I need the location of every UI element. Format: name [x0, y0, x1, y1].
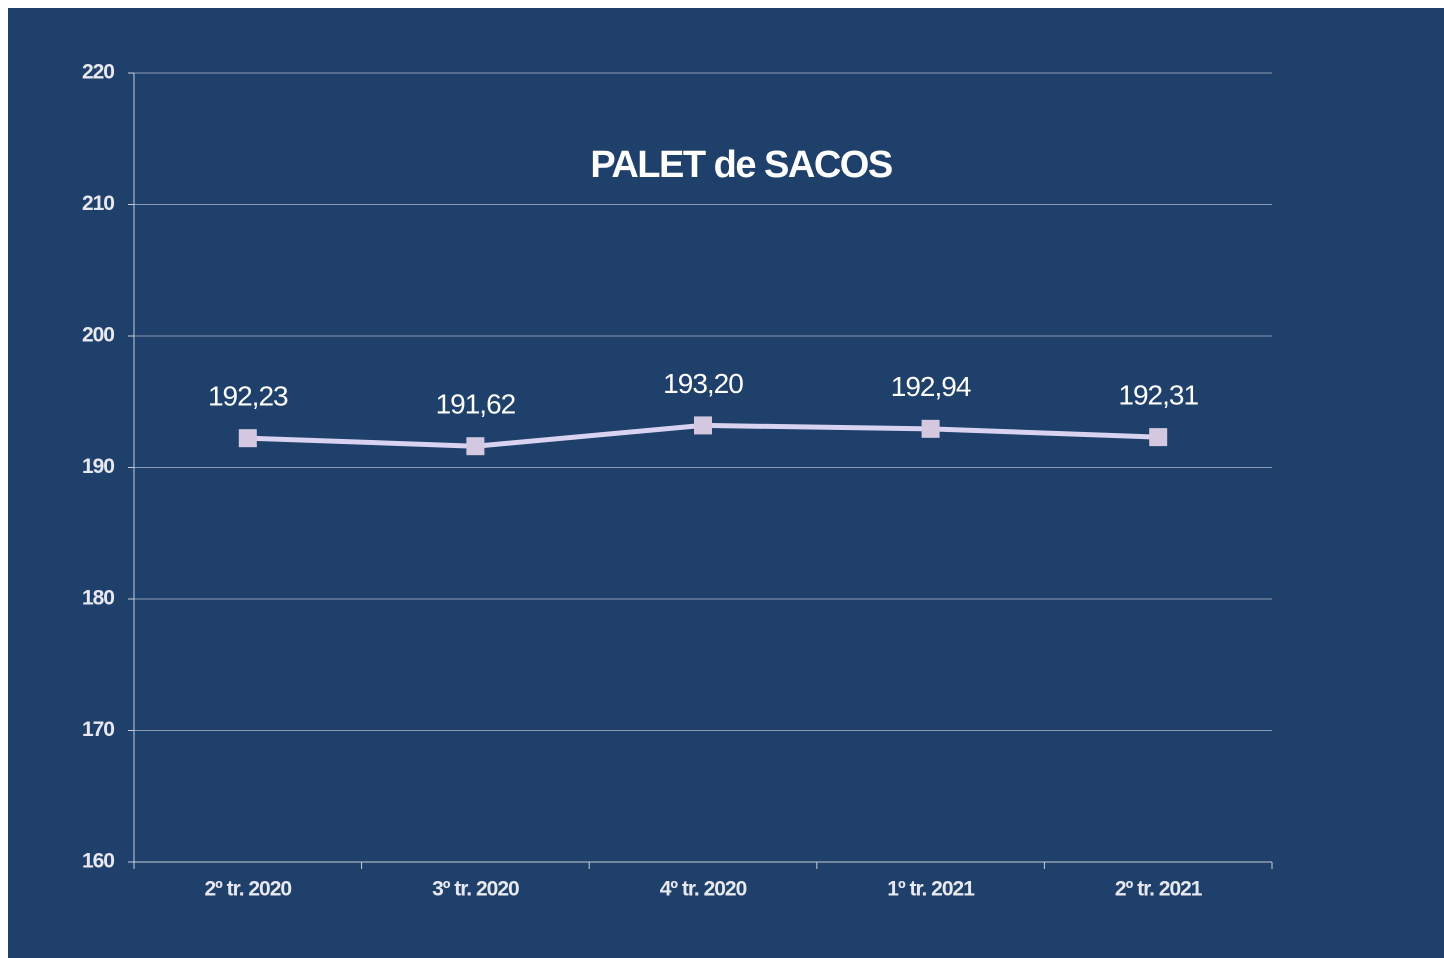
y-tick-label: 190: [82, 455, 114, 478]
value-label: 191,62: [436, 389, 516, 420]
value-label: 192,94: [891, 371, 971, 402]
x-tick-label: 2º tr. 2021: [1115, 878, 1203, 901]
x-tick-label: 3º tr. 2020: [432, 878, 519, 901]
y-tick-label: 180: [82, 587, 114, 610]
marker: [466, 437, 485, 456]
background: [8, 8, 1444, 958]
x-tick-label: 4º tr. 2020: [660, 878, 747, 901]
chart-title: PALET de SACOS: [590, 144, 891, 186]
marker: [694, 416, 712, 435]
value-label: 193,20: [663, 368, 743, 399]
y-tick-label: 160: [82, 850, 114, 873]
marker: [238, 429, 257, 448]
value-label: 192,23: [208, 381, 288, 412]
marker: [1149, 428, 1168, 447]
x-tick-label: 2º tr. 2020: [205, 878, 292, 901]
value-label: 192,31: [1118, 380, 1198, 411]
marker: [921, 419, 940, 438]
y-tick-label: 170: [82, 718, 114, 741]
y-tick-label: 220: [82, 61, 114, 84]
y-tick-label: 210: [82, 192, 114, 215]
y-tick-label: 200: [82, 324, 114, 347]
x-tick-label: 1º tr. 2021: [887, 878, 975, 901]
